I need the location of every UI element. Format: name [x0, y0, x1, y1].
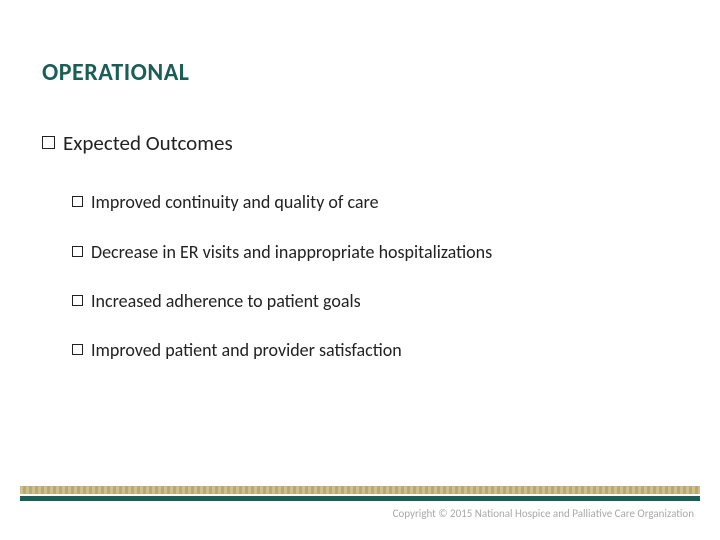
checkbox-icon	[72, 196, 83, 207]
content-area: Expected Outcomes Improved continuity an…	[42, 130, 678, 389]
decor-pattern-line	[20, 486, 700, 494]
outline-heading-item: Expected Outcomes	[42, 130, 678, 157]
checkbox-icon	[42, 136, 55, 149]
footer: Copyright © 2015 National Hospice and Pa…	[0, 486, 720, 520]
outline-sub-label: Improved continuity and quality of care	[91, 191, 379, 214]
checkbox-icon	[72, 295, 83, 306]
outline-sub-label: Increased adherence to patient goals	[91, 290, 361, 313]
outline-sub-label: Decrease in ER visits and inappropriate …	[91, 241, 492, 264]
slide-title: OPERATIONAL	[42, 58, 189, 87]
checkbox-icon	[72, 246, 83, 257]
outline-sub-label: Improved patient and provider satisfacti…	[91, 339, 402, 362]
outline-sub-item: Improved patient and provider satisfacti…	[72, 339, 678, 362]
outline-sub-item: Improved continuity and quality of care	[72, 191, 678, 214]
checkbox-icon	[72, 344, 83, 355]
outline-heading-label: Expected Outcomes	[63, 130, 233, 157]
outline-sub-item: Increased adherence to patient goals	[72, 290, 678, 313]
copyright-text: Copyright © 2015 National Hospice and Pa…	[0, 507, 720, 520]
outline-sub-item: Decrease in ER visits and inappropriate …	[72, 241, 678, 264]
decor-solid-bar	[20, 496, 700, 501]
slide: OPERATIONAL Expected Outcomes Improved c…	[0, 0, 720, 540]
